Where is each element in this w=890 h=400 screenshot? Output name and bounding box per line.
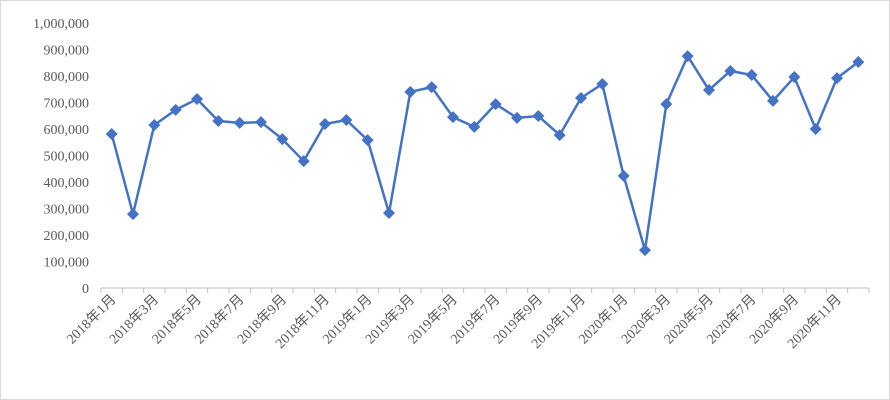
data-point-marker — [596, 77, 609, 90]
series — [105, 50, 865, 257]
y-tick-label: 700,000 — [44, 97, 90, 112]
x-axis: 2018年1月2018年3月2018年5月2018年7月2018年9月2018年… — [64, 287, 870, 352]
data-point-marker — [809, 123, 822, 135]
data-point-marker — [767, 94, 779, 107]
data-point-marker — [233, 116, 246, 129]
y-axis: 0 100,000 200,000 300,000 400,000 500,000 600,… — [33, 17, 89, 297]
data-point-marker — [575, 91, 587, 104]
data-point-marker — [745, 68, 758, 81]
data-point-marker — [681, 50, 694, 63]
data-point-marker — [297, 155, 310, 168]
data-point-marker — [404, 85, 417, 98]
y-tick-label: 600,000 — [44, 123, 90, 138]
data-point-marker — [212, 115, 225, 128]
y-tick-label: 300,000 — [44, 203, 90, 218]
data-point-marker — [468, 120, 481, 133]
data-point-marker — [660, 98, 673, 111]
y-tick-label: 400,000 — [44, 176, 90, 191]
data-point-marker — [639, 244, 651, 257]
data-point-marker — [831, 72, 843, 85]
data-point-marker — [361, 134, 374, 147]
data-point-marker — [788, 71, 801, 84]
data-point-marker — [148, 119, 161, 132]
data-point-marker — [383, 207, 395, 220]
y-tick-label: 900,000 — [44, 44, 90, 59]
data-point-marker — [255, 116, 267, 129]
data-point-marker — [489, 98, 502, 111]
data-point-marker — [617, 169, 630, 182]
y-tick-label: 500,000 — [44, 150, 90, 165]
y-tick-label: 100,000 — [44, 256, 90, 271]
data-point-marker — [425, 81, 438, 94]
y-tick-label: 200,000 — [44, 229, 90, 244]
y-tick-label: 800,000 — [44, 70, 90, 85]
data-point-marker — [127, 208, 139, 221]
data-point-marker — [105, 128, 118, 141]
data-point-marker — [319, 117, 331, 130]
data-point-marker — [191, 93, 203, 106]
data-point-marker — [532, 110, 545, 123]
data-point-marker — [447, 111, 459, 124]
data-point-marker — [553, 129, 566, 142]
y-tick-label: 0 — [82, 282, 89, 297]
series-line — [110, 54, 860, 252]
data-point-marker — [276, 133, 289, 146]
y-tick-label: 1,000,000 — [33, 17, 89, 32]
data-point-marker — [703, 84, 715, 97]
data-point-marker — [169, 103, 182, 116]
data-point-marker — [852, 55, 865, 68]
data-point-marker — [340, 113, 353, 126]
data-point-marker — [511, 111, 523, 124]
data-point-marker — [724, 64, 737, 77]
